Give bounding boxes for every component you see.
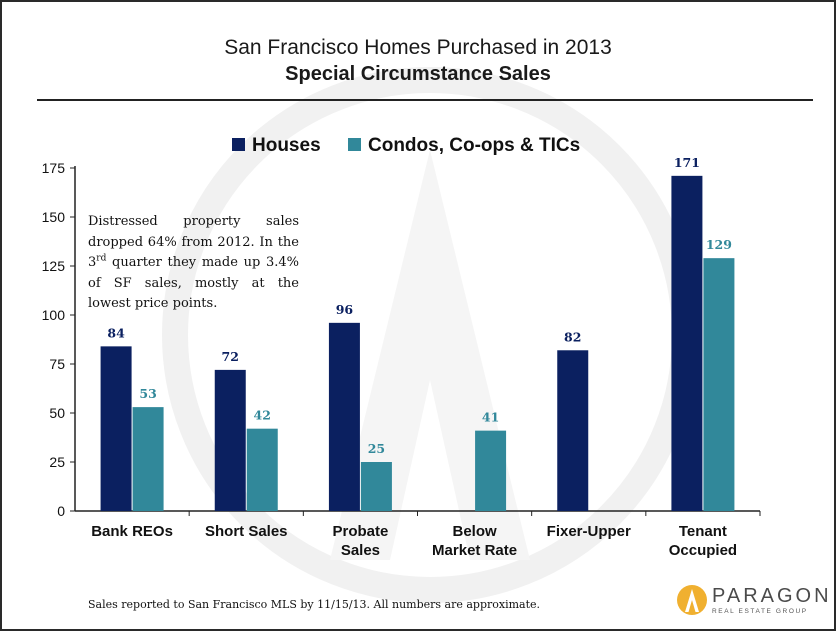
data-label: 72 bbox=[222, 349, 239, 364]
y-tick-label: 175 bbox=[42, 160, 66, 176]
y-tick-label: 75 bbox=[49, 356, 65, 372]
y-tick-label: 0 bbox=[57, 503, 65, 519]
chart-title: San Francisco Homes Purchased in 2013 bbox=[224, 36, 612, 59]
bar-houses bbox=[671, 175, 703, 511]
legend-swatch-houses bbox=[232, 138, 245, 151]
y-tick-label: 100 bbox=[42, 307, 66, 323]
data-label: 171 bbox=[674, 155, 700, 170]
x-tick-label: Sales bbox=[341, 542, 380, 559]
legend-label: Houses bbox=[252, 135, 321, 156]
legend-label: Condos, Co-ops & TICs bbox=[368, 135, 580, 156]
bar-condos bbox=[132, 407, 164, 511]
bar-condos bbox=[360, 462, 392, 511]
x-tick-label: Tenant bbox=[679, 523, 727, 540]
data-label: 53 bbox=[139, 386, 156, 401]
data-label: 129 bbox=[706, 237, 732, 252]
paragon-logo: PARAGON REAL ESTATE GROUP bbox=[676, 583, 829, 619]
bar-houses bbox=[557, 350, 589, 511]
bar-condos bbox=[703, 258, 735, 511]
bar-houses bbox=[214, 369, 246, 511]
x-tick-label: Short Sales bbox=[205, 523, 288, 540]
legend-swatch-condos bbox=[348, 138, 361, 151]
bar-houses bbox=[328, 322, 360, 511]
y-tick-label: 125 bbox=[42, 258, 66, 274]
title-divider bbox=[37, 99, 813, 101]
bar-condos bbox=[475, 430, 507, 511]
note-text-2: quarter they made up 3.4% of SF sales, m… bbox=[88, 255, 299, 311]
bar-condos bbox=[246, 428, 278, 511]
data-label: 82 bbox=[564, 329, 581, 344]
data-label: 41 bbox=[482, 410, 499, 425]
source-footnote: Sales reported to San Francisco MLS by 1… bbox=[88, 598, 541, 611]
x-tick-label: Probate bbox=[332, 523, 388, 540]
paragon-logo-icon bbox=[677, 585, 707, 615]
y-tick-label: 25 bbox=[49, 454, 65, 470]
data-label: 42 bbox=[254, 408, 271, 423]
x-tick-label: Bank REOs bbox=[91, 523, 173, 540]
x-tick-label: Occupied bbox=[669, 542, 737, 559]
y-tick-label: 150 bbox=[42, 209, 66, 225]
data-label: 84 bbox=[107, 325, 125, 340]
note-text-1: Distressed property sales dropped 64% fr… bbox=[88, 214, 299, 270]
bar-houses bbox=[100, 346, 132, 511]
x-tick-label: Below bbox=[452, 523, 497, 540]
chart-subtitle: Special Circumstance Sales bbox=[285, 63, 551, 85]
note-superscript: rd bbox=[96, 253, 107, 264]
x-tick-label: Market Rate bbox=[432, 542, 517, 559]
logo-tagline: REAL ESTATE GROUP bbox=[712, 608, 808, 615]
annotation-note: Distressed property sales dropped 64% fr… bbox=[88, 212, 299, 315]
data-label: 25 bbox=[368, 441, 385, 456]
logo-wordmark: PARAGON bbox=[712, 585, 832, 607]
data-label: 96 bbox=[336, 302, 354, 317]
y-tick-label: 50 bbox=[49, 405, 65, 421]
x-tick-label: Fixer-Upper bbox=[547, 523, 631, 540]
